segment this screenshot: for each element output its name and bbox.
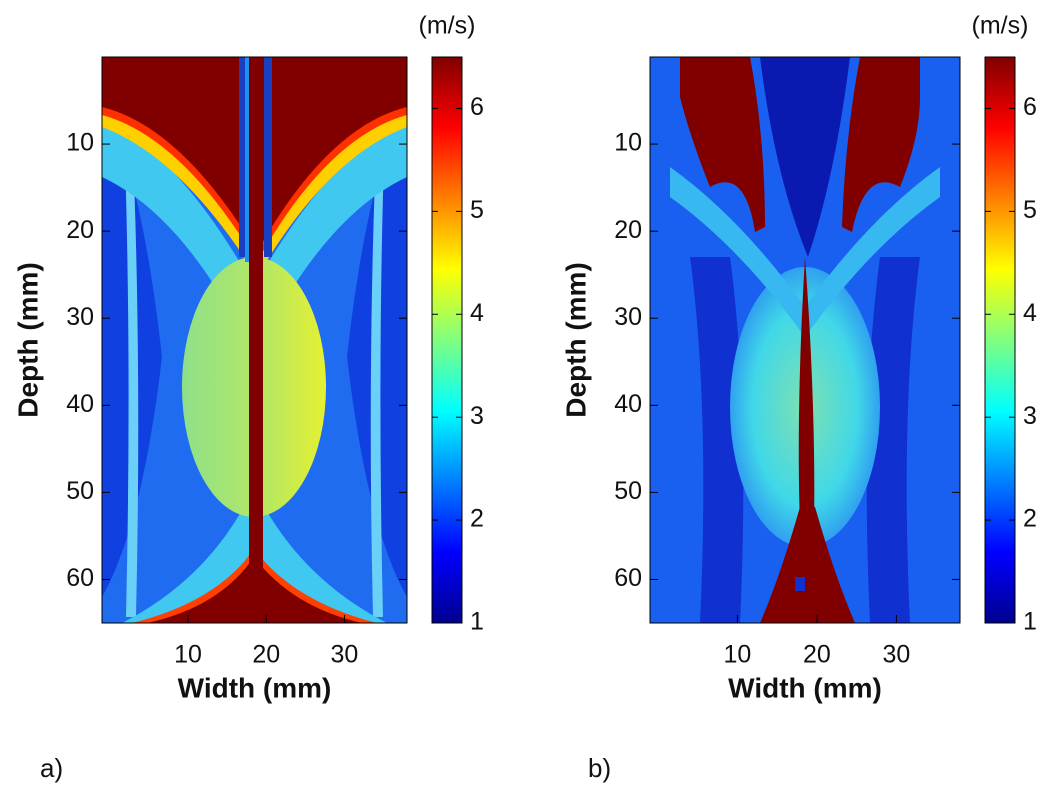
plot-frame [649, 56, 961, 624]
colorbar [431, 56, 463, 624]
x-tick-label: 30 [331, 641, 359, 669]
colorbar-tick-label: 4 [1023, 299, 1037, 327]
field-region [866, 257, 920, 623]
y-tick-label: 10 [614, 129, 642, 157]
colorbar-label: (m/s) [972, 12, 1029, 40]
x-tick-label: 30 [883, 641, 911, 669]
y-tick-label: 60 [614, 564, 642, 592]
x-tick-label: 20 [252, 641, 280, 669]
field-region [760, 57, 850, 257]
field-region [239, 57, 247, 257]
field-region [798, 257, 815, 527]
x-tick-label: 10 [174, 641, 202, 669]
field-region [842, 57, 920, 232]
y-tick-label: 50 [614, 477, 642, 505]
y-axis-label: Depth (mm) [560, 262, 591, 418]
y-tick-label: 30 [66, 303, 94, 331]
field-region [680, 57, 765, 232]
heatmap-image [650, 57, 960, 623]
y-tick-label: 60 [66, 564, 94, 592]
y-tick-label: 20 [66, 216, 94, 244]
field-region [124, 127, 139, 617]
colorbar-tick-label: 1 [1023, 608, 1037, 636]
colorbar-tick-label: 6 [1023, 93, 1037, 121]
x-tick-label: 10 [724, 641, 752, 669]
field-region [760, 507, 855, 623]
heatmap-image [102, 57, 407, 623]
colorbar-tick-label: 5 [470, 196, 484, 224]
x-tick-label: 20 [803, 641, 831, 669]
y-tick-label: 40 [614, 390, 642, 418]
plot-frame [101, 56, 408, 624]
field-region [249, 57, 263, 623]
x-axis-label: Width (mm) [178, 672, 332, 703]
colorbar-tick-label: 2 [1023, 505, 1037, 533]
panel-label: b) [588, 753, 611, 783]
colorbar-tick-label: 3 [1023, 402, 1037, 430]
field-region [795, 577, 805, 591]
colorbar-tick-label: 1 [470, 608, 484, 636]
x-axis-label: Width (mm) [728, 672, 882, 703]
field-region [370, 127, 385, 617]
field-region [264, 57, 272, 257]
colorbar-tick-label: 6 [470, 93, 484, 121]
colorbar-tick-label: 4 [470, 299, 484, 327]
field-region [690, 257, 744, 623]
colorbar-label: (m/s) [419, 12, 476, 40]
y-tick-label: 20 [614, 216, 642, 244]
colorbar-tick-label: 5 [1023, 196, 1037, 224]
colorbar-tick-label: 2 [470, 505, 484, 533]
field-region [245, 57, 249, 262]
colorbar [984, 56, 1016, 624]
y-tick-label: 10 [66, 129, 94, 157]
y-tick-label: 50 [66, 477, 94, 505]
y-tick-label: 40 [66, 390, 94, 418]
panel-label: a) [40, 753, 63, 783]
colorbar-tick-label: 3 [470, 402, 484, 430]
y-tick-label: 30 [614, 303, 642, 331]
y-axis-label: Depth (mm) [12, 262, 43, 418]
